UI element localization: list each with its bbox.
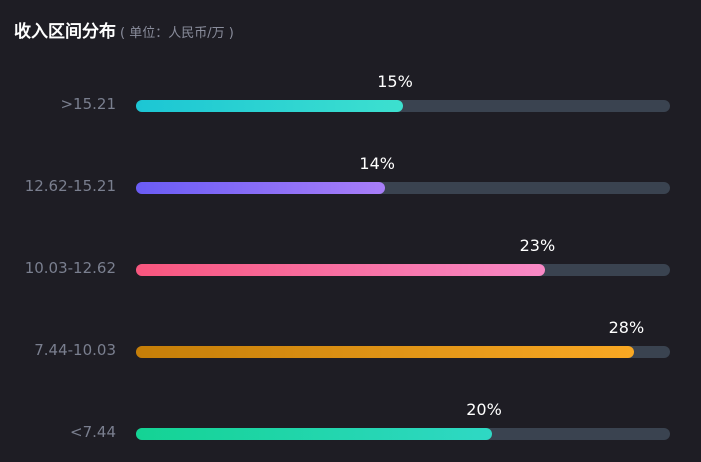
bar-track: [136, 264, 670, 276]
value-label: 20%: [466, 400, 502, 419]
chart-header: 收入区间分布 ( 单位：人民币/万 ): [14, 17, 234, 42]
category-label: >15.21: [60, 95, 116, 113]
value-label: 23%: [519, 236, 556, 255]
value-label: 15%: [377, 72, 413, 91]
bar: [136, 182, 386, 194]
bar: [136, 428, 492, 440]
bar: [136, 346, 635, 358]
category-label: 10.03-12.62: [24, 259, 116, 277]
value-label: 14%: [359, 154, 395, 173]
value-label: 28%: [608, 318, 645, 337]
bar-track: [136, 182, 670, 194]
bar-track: [136, 428, 670, 440]
category-label: 12.62-15.21: [24, 177, 116, 195]
bar: [136, 100, 403, 112]
category-label: <7.44: [70, 423, 116, 441]
chart-unit-note: ( 单位：人民币/万 ): [120, 26, 234, 41]
category-label: 7.44-10.03: [34, 341, 116, 359]
bar-track: [136, 346, 670, 358]
bar-track: [136, 100, 670, 112]
bar: [136, 264, 546, 276]
chart-title: 收入区间分布: [14, 22, 116, 42]
